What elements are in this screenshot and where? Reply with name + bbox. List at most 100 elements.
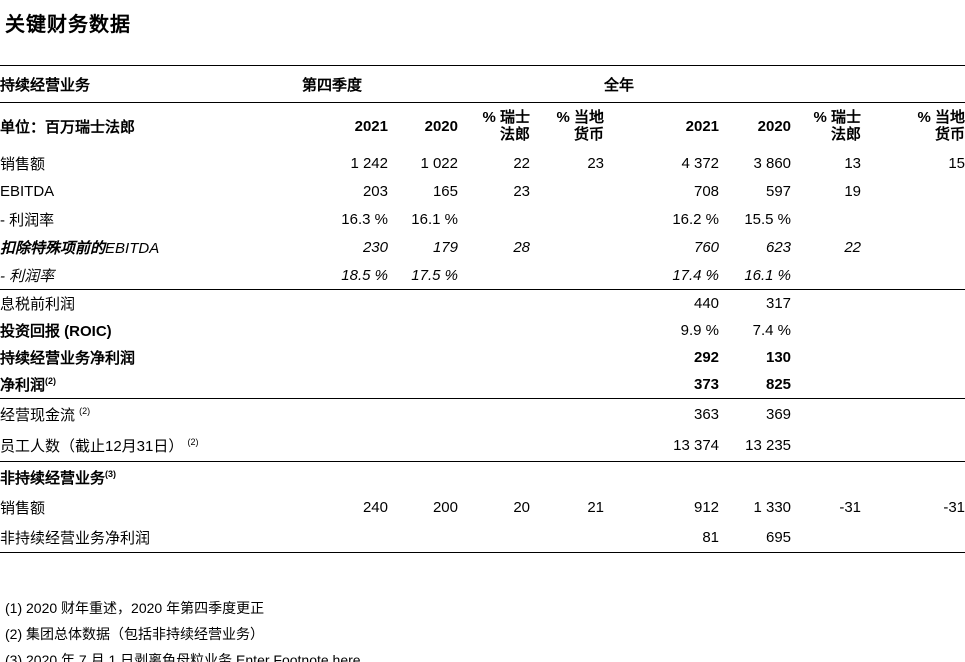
cell-q4-pct-chf <box>458 398 530 430</box>
cell-q4-2021 <box>302 430 388 462</box>
row-label: 经营现金流 (2) <box>0 398 302 430</box>
row-ebitda-before-exceptionals: 扣除特殊项前的EBITDA 230 179 28 760 623 22 <box>0 233 965 261</box>
cell-fy-pct-local <box>861 461 965 492</box>
cell-fy-2020: 623 <box>765 238 792 256</box>
cell-q4-pct-chf: 23 <box>513 182 530 200</box>
cell-fy-2020: 3 860 <box>753 154 792 172</box>
cell-q4-pct-chf <box>458 261 530 290</box>
cell-q4-pct-local <box>530 205 604 233</box>
cell-fy-2020: 16.1 % <box>744 266 792 284</box>
cell-q4-2020: 179 <box>432 238 458 256</box>
cell-fy-2021: 440 <box>604 289 720 317</box>
cell-fy-pct-local <box>861 371 965 399</box>
footnotes: (1) 2020 财年重述，2020 年第四季度更正 (2) 集团总体数据（包括… <box>5 595 965 662</box>
row-ebitda-margin: - 利润率 16.3 % 16.1 % 16.2 % 15.5 % <box>0 205 965 233</box>
cell-fy-2021: 9.9 % <box>680 322 720 339</box>
cell-fy-pct-local <box>861 522 965 553</box>
cell-q4-2020: 1 022 <box>420 154 458 172</box>
cell-q4-pct-local <box>530 317 604 344</box>
cell-q4-pct-local: 23 <box>587 154 605 172</box>
cell-q4-pct-local <box>530 233 604 261</box>
section-header-continuing-operations: 持续经营业务 <box>0 65 302 103</box>
cell-fy-pct-chf <box>791 522 862 553</box>
cell-fy-pct-chf <box>791 430 861 462</box>
row-label: - 利润率 <box>0 267 55 285</box>
col-fy-2021: 2021 <box>685 117 720 135</box>
cell-q4-2021: 240 <box>362 498 388 516</box>
cell-fy-pct-local <box>861 177 965 205</box>
cell-fy-2020: 1 330 <box>753 498 792 516</box>
row-roic: 投资回报 (ROIC) 9.9 % 7.4 % <box>0 317 965 344</box>
cell-fy-2021: 16.2 % <box>672 210 720 228</box>
col-fy-pct-chf-line1: % 瑞士 <box>813 109 862 126</box>
cell-q4-2020 <box>388 430 458 462</box>
cell-fy-pct-chf: 19 <box>844 182 862 200</box>
cell-q4-pct-local <box>530 430 604 462</box>
cell-fy-2021: 17.4 % <box>672 266 720 284</box>
group-header-q4: 第四季度 <box>302 65 605 103</box>
cell-fy-2021: 708 <box>693 182 720 200</box>
cell-fy-pct-local <box>861 317 965 344</box>
cell-q4-2021: 16.3 % <box>341 210 388 228</box>
cell-q4-2021 <box>302 398 388 430</box>
cell-fy-2020: 13 235 <box>745 437 792 454</box>
cell-fy-pct-chf <box>791 261 861 290</box>
unit-label: 单位：百万瑞士法郎 <box>0 118 136 136</box>
footnote-ref-2: (2) <box>187 437 199 447</box>
cell-q4-2021 <box>302 344 388 371</box>
cell-q4-pct-chf: 28 <box>513 238 530 256</box>
cell-q4-2021 <box>302 461 388 492</box>
cell-fy-pct-chf: -31 <box>839 498 862 516</box>
cell-q4-pct-chf <box>458 522 530 553</box>
cell-q4-pct-local <box>530 522 605 553</box>
cell-q4-pct-local <box>530 289 605 317</box>
cell-q4-pct-local <box>530 177 604 205</box>
cell-fy-pct-chf <box>791 344 861 371</box>
col-q4-2020: 2020 <box>424 117 458 135</box>
row-label: 销售额 <box>0 155 46 173</box>
row-label: 扣除特殊项前的EBITDA <box>0 239 160 257</box>
row-label: 非持续经营业务净利润 <box>0 522 302 553</box>
cell-fy-2020 <box>719 461 792 492</box>
cell-fy-pct-chf <box>791 205 861 233</box>
cell-fy-2021: 373 <box>693 376 720 393</box>
cell-q4-2021 <box>302 289 388 317</box>
cell-q4-pct-chf: 22 <box>513 154 530 172</box>
cell-fy-pct-local: -31 <box>943 498 965 516</box>
footnote-ref-2: (2) <box>45 376 57 386</box>
cell-q4-2020 <box>388 371 458 399</box>
cell-q4-pct-chf <box>458 430 530 462</box>
cell-fy-pct-local <box>861 261 965 290</box>
row-net-income-continuing: 持续经营业务净利润 292 130 <box>0 344 965 371</box>
col-q4-pct-chf-line2: 法郎 <box>499 126 530 143</box>
cell-q4-2020 <box>388 461 458 492</box>
group-header-full-year: 全年 <box>604 65 965 103</box>
cell-q4-2021: 203 <box>362 182 388 200</box>
cell-fy-pct-chf <box>791 398 862 430</box>
col-fy-pct-chf: % 瑞士 法郎 <box>791 103 862 150</box>
cell-fy-2020: 130 <box>765 349 792 366</box>
col-fy-pct-local: % 当地 货币 <box>861 103 965 150</box>
col-q4-pct-chf-line1: % 瑞士 <box>482 109 530 126</box>
cell-q4-2021 <box>302 371 388 399</box>
cell-fy-pct-chf: 22 <box>844 238 862 256</box>
footnote-2: (2) 集团总体数据（包括非持续经营业务） <box>5 626 264 642</box>
footnote-3: (3) 2020 年 7 月 1 日剥离色母粒业务 Enter Footnote… <box>5 652 361 662</box>
cell-q4-pct-chf <box>458 461 530 492</box>
row-label: 息税前利润 <box>0 289 302 317</box>
cell-q4-pct-chf <box>458 289 530 317</box>
row-label: 员工人数（截止12月31日） (2) <box>0 437 199 456</box>
cell-q4-2020 <box>388 289 458 317</box>
cell-fy-pct-local <box>861 398 965 430</box>
page-title: 关键财务数据 <box>5 14 131 36</box>
cell-fy-pct-chf <box>791 317 861 344</box>
cell-fy-pct-chf <box>791 289 862 317</box>
row-label: - 利润率 <box>0 211 55 229</box>
row-label: 非持续经营业务(3) <box>0 461 302 492</box>
cell-q4-pct-local <box>530 344 604 371</box>
row-label: 销售额 <box>0 499 46 517</box>
row-employees: 员工人数（截止12月31日） (2) 13 374 13 235 <box>0 430 965 462</box>
row-operating-cash-flow: 经营现金流 (2) 363 369 <box>0 398 965 430</box>
cell-q4-pct-chf: 20 <box>513 498 530 516</box>
